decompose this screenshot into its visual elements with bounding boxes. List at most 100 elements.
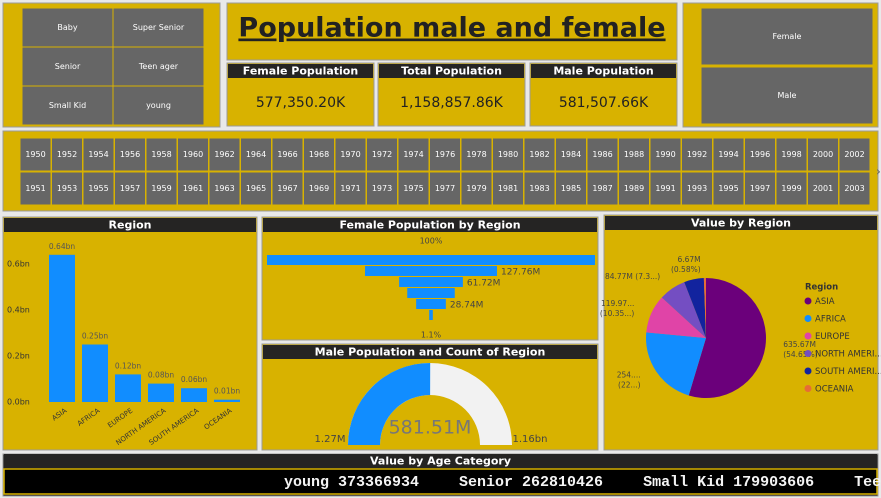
panel-header	[605, 216, 877, 230]
slicer-button[interactable]	[114, 137, 146, 172]
funnel-bar	[416, 299, 446, 309]
slicer-label: 1958	[151, 150, 171, 159]
slicer-button[interactable]	[145, 137, 178, 172]
slicer-label: 1965	[246, 184, 266, 193]
slicer-button[interactable]	[82, 137, 115, 172]
data-label: 635.67M	[783, 340, 816, 349]
legend-swatch	[804, 385, 812, 392]
funnel-bar	[267, 255, 595, 265]
slicer-label: 1955	[88, 184, 108, 193]
legend-label: AFRICA	[815, 315, 846, 325]
slicer-button[interactable]	[700, 66, 874, 125]
slicer-button[interactable]	[586, 171, 619, 206]
slicer-button[interactable]	[177, 137, 209, 172]
slicer-label: 1960	[183, 150, 203, 159]
slicer-button[interactable]	[838, 171, 871, 206]
slicer-button[interactable]	[807, 171, 839, 206]
pie-slice	[703, 278, 706, 338]
slicer-label: 2001	[813, 184, 833, 193]
slicer-button[interactable]	[19, 137, 52, 172]
slicer-button[interactable]	[555, 171, 587, 206]
pie-slice	[646, 297, 706, 338]
card-value: 577,350.20K	[256, 95, 346, 111]
funnel-bar	[429, 310, 433, 320]
slicer-button[interactable]	[460, 171, 493, 206]
slicer-button[interactable]	[112, 85, 205, 126]
legend-label: EUROPE	[815, 332, 850, 342]
slicer-button[interactable]	[586, 137, 619, 172]
gauge-min-label: 1.27M	[315, 434, 346, 445]
slicer-button[interactable]	[271, 137, 304, 172]
panel-title: Female Population	[243, 65, 358, 78]
gauge-value-label: 581.51M	[389, 417, 472, 439]
bar	[82, 344, 108, 402]
data-label: 127.76M	[501, 268, 540, 278]
slicer-button[interactable]	[208, 137, 241, 172]
pie-slice	[661, 282, 706, 338]
slicer-label: 1993	[687, 184, 707, 193]
slicer-button[interactable]	[555, 137, 587, 172]
slicer-label: 1969	[309, 184, 329, 193]
bar	[148, 383, 174, 402]
slicer-label: 1971	[340, 184, 360, 193]
slicer-button[interactable]	[397, 171, 430, 206]
slicer-button[interactable]	[112, 7, 205, 48]
slicer-label: 1953	[57, 184, 77, 193]
legend-label: ASIA	[815, 297, 835, 307]
slicer-button[interactable]	[145, 171, 178, 206]
ticker-label: Tee	[854, 474, 881, 491]
slicer-button[interactable]	[618, 137, 650, 172]
slicer-label: 1984	[561, 150, 581, 159]
slicer-button[interactable]	[51, 171, 83, 206]
slicer-label: Senior	[55, 62, 81, 71]
data-label: 6.67M	[677, 255, 700, 264]
slicer-button[interactable]	[523, 171, 556, 206]
slicer-button[interactable]	[429, 137, 461, 172]
slicer-button[interactable]	[807, 137, 839, 172]
slicer-button[interactable]	[21, 85, 114, 126]
slicer-button[interactable]	[700, 7, 874, 66]
y-tick-label: 0.0bn	[7, 398, 30, 407]
slicer-label: Male	[778, 91, 797, 100]
panel	[226, 2, 678, 61]
slicer-label: 1963	[214, 184, 234, 193]
slicer-button[interactable]	[303, 137, 335, 172]
slicer-button[interactable]	[492, 171, 524, 206]
slicer-button[interactable]	[114, 171, 146, 206]
slicer-button[interactable]	[460, 137, 493, 172]
slicer-label: 1997	[750, 184, 770, 193]
panel-header	[228, 64, 373, 78]
legend-label: OCEANIA	[815, 385, 854, 395]
slicer-button[interactable]	[744, 171, 776, 206]
slicer-label: 1991	[655, 184, 675, 193]
slicer-button[interactable]	[366, 137, 398, 172]
slicer-button[interactable]	[334, 137, 367, 172]
slicer-button[interactable]	[21, 7, 114, 48]
slicer-label: 1968	[309, 150, 329, 159]
panel-title: Value by Region	[691, 217, 791, 230]
legend-label: NORTH AMERI...	[815, 350, 881, 360]
panel-header	[4, 454, 877, 468]
slicer-button[interactable]	[712, 137, 745, 172]
slicer-label: 1973	[372, 184, 392, 193]
slicer-label: 1972	[372, 150, 392, 159]
slicer-button[interactable]	[51, 137, 83, 172]
slicer-button[interactable]	[82, 171, 115, 206]
slicer-label: 1988	[624, 150, 644, 159]
slicer-label: 1995	[718, 184, 738, 193]
slicer-button[interactable]	[681, 137, 713, 172]
slicer-label: Baby	[57, 23, 77, 32]
slicer-label: 2000	[813, 150, 833, 159]
slicer-button[interactable]	[838, 137, 871, 172]
slicer-label: 1980	[498, 150, 518, 159]
card-value: 581,507.66K	[559, 95, 649, 111]
slicer-button[interactable]	[618, 171, 650, 206]
slicer-label: 1983	[529, 184, 549, 193]
slicer-button[interactable]	[240, 137, 272, 172]
slicer-label: Teen ager	[138, 62, 179, 71]
legend-label: SOUTH AMERI...	[815, 367, 881, 377]
slicer-button[interactable]	[303, 171, 335, 206]
slicer-button[interactable]	[775, 171, 808, 206]
slicer-button[interactable]	[208, 171, 241, 206]
